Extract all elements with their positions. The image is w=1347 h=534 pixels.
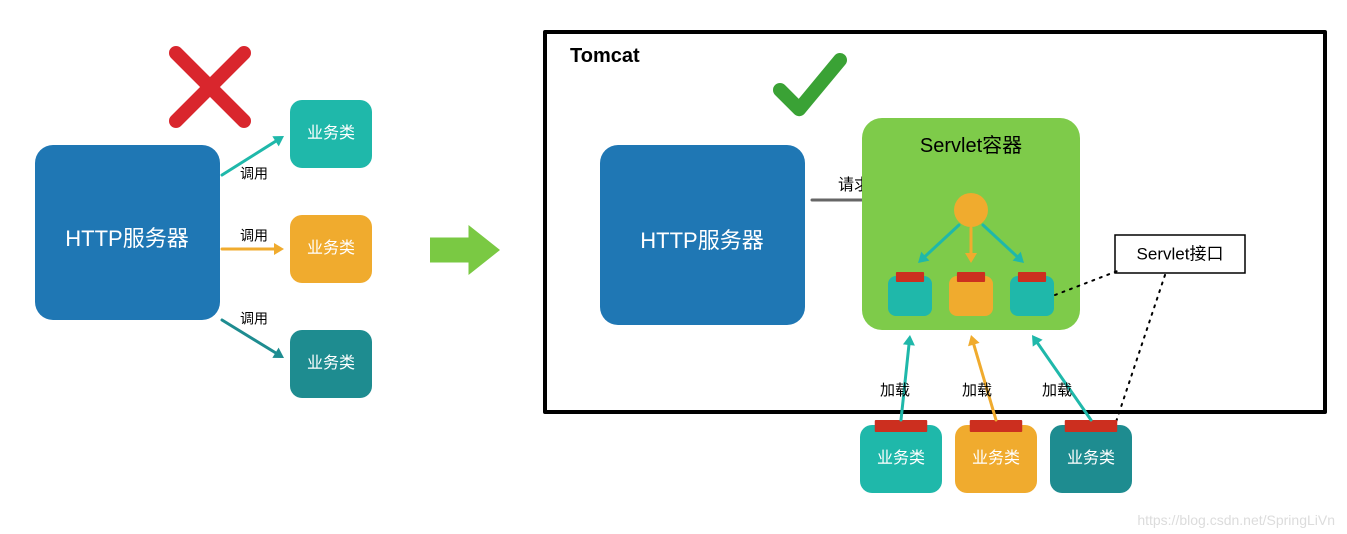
left-biz-label-1: 业务类 [307,239,355,257]
left-http-server-label: HTTP服务器 [65,226,188,251]
servlet-mini-tab-0 [896,272,924,282]
load-arrow-2 [1032,335,1091,420]
left-call-arrow-1 [222,243,284,255]
load-arrow-0 [901,335,915,420]
left-biz-label-0: 业务类 [307,124,355,142]
left-biz-label-2: 业务类 [307,354,355,372]
right-biz-tab-1 [970,420,1022,432]
left-call-label-0: 调用 [240,166,268,182]
left-call-label-1: 调用 [240,228,268,244]
right-biz-label-2: 业务类 [1067,449,1115,467]
watermark-text: https://blog.csdn.net/SpringLiVn [1137,512,1335,528]
right-biz-label-1: 业务类 [972,449,1020,467]
servlet-interface-dotted-2 [1115,275,1165,425]
left-call-label-2: 调用 [240,311,268,327]
servlet-mini-tab-1 [957,272,985,282]
right-biz-tab-2 [1065,420,1117,432]
load-label-0: 加载 [880,382,910,399]
servlet-mini-tab-2 [1018,272,1046,282]
right-biz-label-0: 业务类 [877,449,925,467]
load-label-2: 加载 [1042,382,1072,399]
servlet-hub-circle [954,193,988,227]
right-biz-tab-0 [875,420,927,432]
right-http-server-label: HTTP服务器 [640,228,763,253]
tomcat-title: Tomcat [570,45,640,67]
load-arrow-1 [968,335,996,420]
red-x-icon [176,53,244,121]
servlet-container-title: Servlet容器 [920,134,1022,157]
servlet-interface-label: Servlet接口 [1137,244,1224,263]
load-label-1: 加载 [962,382,992,399]
green-check-icon [780,60,840,109]
transition-arrow-icon [430,225,500,275]
